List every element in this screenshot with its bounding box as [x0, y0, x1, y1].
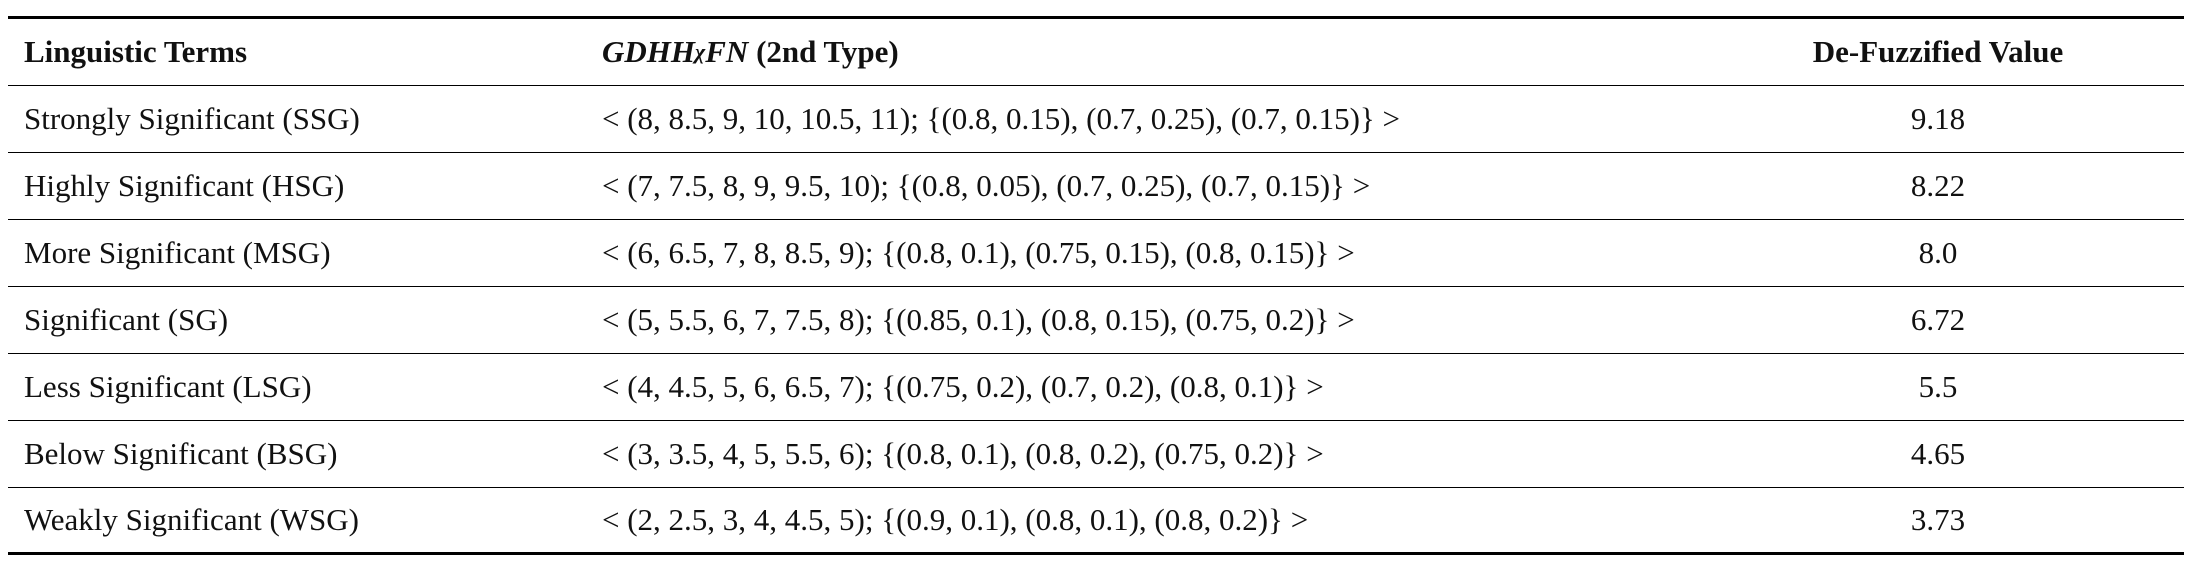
table-cell: 8.22 [1910, 168, 1966, 203]
table-cell: More Significant (MSG) [24, 235, 331, 270]
table-row: Weakly Significant (WSG) < (2, 2.5, 3, 4,… [8, 488, 2184, 555]
table-row: More Significant (MSG) < (6, 6.5, 7, 8, 8… [8, 220, 2184, 287]
table-cell: Less Significant (LSG) [24, 369, 312, 404]
header-text: FN [705, 34, 749, 69]
table-row: Less Significant (LSG) < (4, 4.5, 5, 6, 6… [8, 354, 2184, 421]
table-cell: < (3, 3.5, 4, 5, 5.5, 6); {(0.8, 0.1), (… [602, 436, 1324, 471]
table-row: Highly Significant (HSG) < (7, 7.5, 8, 9,… [8, 153, 2184, 220]
table-row: Significant (SG) < (5, 5.5, 6, 7, 7.5, 8)… [8, 287, 2184, 354]
table-cell: < (2, 2.5, 3, 4, 4.5, 5); {(0.9, 0.1), (… [602, 502, 1309, 537]
top-rule [8, 16, 2184, 19]
table-cell: < (6, 6.5, 7, 8, 8.5, 9); {(0.8, 0.1), (… [602, 235, 1355, 270]
table-cell: Strongly Significant (SSG) [24, 101, 360, 136]
header-subscript: χ [695, 39, 706, 64]
table-cell: 6.72 [1910, 302, 1966, 337]
table-cell: Weakly Significant (WSG) [24, 502, 359, 537]
table-cell: Highly Significant (HSG) [24, 168, 345, 203]
table-cell: < (8, 8.5, 9, 10, 10.5, 11); {(0.8, 0.15… [602, 101, 1401, 136]
header-text: (2nd Type) [748, 34, 899, 69]
table-cell: < (7, 7.5, 8, 9, 9.5, 10); {(0.8, 0.05),… [602, 168, 1371, 203]
table-cell: 4.65 [1910, 436, 1966, 471]
header-text: GDHH [602, 34, 695, 69]
header-row: Linguistic Terms GDHH χ FN (2nd Type) De-F… [8, 19, 2184, 86]
table-cell: < (4, 4.5, 5, 6, 6.5, 7); {(0.75, 0.2), … [602, 369, 1324, 404]
table-cell: 3.73 [1910, 502, 1966, 537]
table-row: Strongly Significant (SSG) < (8, 8.5, 9, … [8, 86, 2184, 153]
table-row: Below Significant (BSG) < (3, 3.5, 4, 5, … [8, 421, 2184, 488]
table-cell: 8.0 [1918, 235, 1958, 270]
header-cell: Linguistic Terms [24, 34, 248, 69]
table-cell: 9.18 [1910, 101, 1966, 136]
table-cell: < (5, 5.5, 6, 7, 7.5, 8); {(0.85, 0.1), … [602, 302, 1355, 337]
table-cell: 5.5 [1918, 369, 1958, 404]
table-cell: Below Significant (BSG) [24, 436, 338, 471]
header-cell: De-Fuzzified Value [1812, 34, 2064, 69]
table-cell: Significant (SG) [24, 302, 229, 337]
header-cell: GDHH χ FN (2nd Type) [602, 19, 899, 85]
